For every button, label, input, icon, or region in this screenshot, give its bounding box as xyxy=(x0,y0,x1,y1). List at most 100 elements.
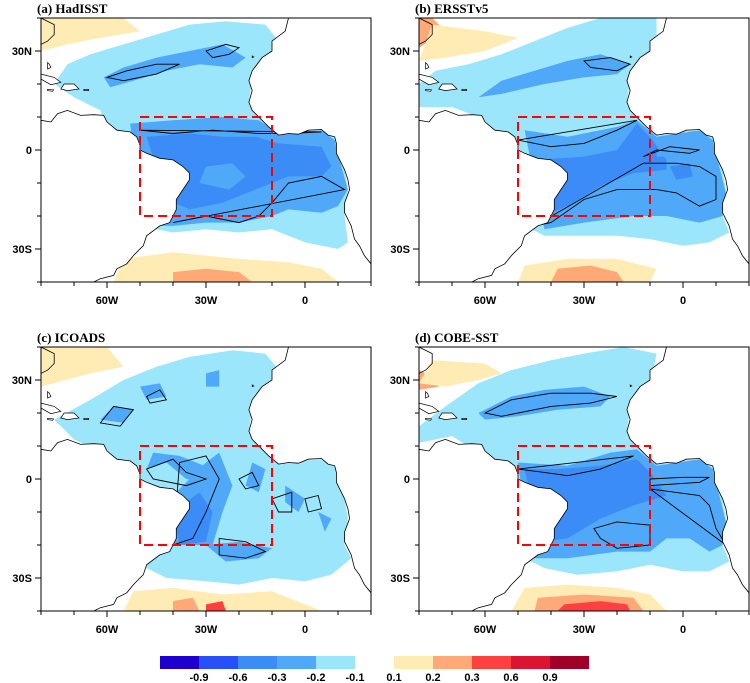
x-tick-label: 30W xyxy=(573,624,596,636)
anomaly-region xyxy=(669,163,693,180)
colorbar-box xyxy=(511,656,550,669)
island xyxy=(83,417,90,420)
panel-b: (b) ERSSTv5 60W 30W 0 30N 0 30S xyxy=(390,1,750,307)
x-tick-label: 0 xyxy=(302,295,308,307)
island xyxy=(461,88,468,91)
colorbar-box xyxy=(433,656,472,669)
contour-line xyxy=(304,494,323,513)
island xyxy=(251,55,255,59)
land-south-america xyxy=(41,438,190,611)
colorbar-box xyxy=(238,656,277,669)
land-africa xyxy=(626,18,749,265)
anomaly-region xyxy=(245,462,266,493)
island xyxy=(60,83,80,91)
anomaly-region xyxy=(199,163,246,190)
coast-north-america xyxy=(419,347,433,374)
contour-line xyxy=(105,63,180,82)
land-south-america xyxy=(419,109,568,282)
panel-c: (c) ICOADS 60W 30W 0 30N 0 30S xyxy=(12,330,372,636)
contour-line xyxy=(218,537,267,559)
island xyxy=(47,390,52,399)
land-africa xyxy=(248,18,371,265)
contour-line xyxy=(483,392,618,417)
colorbar-label: -0.3 xyxy=(268,672,287,683)
y-tick-label: 30N xyxy=(12,46,32,58)
y-tick-label: 30N xyxy=(390,375,410,387)
x-tick-label: 60W xyxy=(474,624,497,636)
island xyxy=(425,61,430,70)
panel-title: (d) COBE-SST xyxy=(415,330,499,345)
colorbar-box xyxy=(160,656,199,669)
island xyxy=(47,88,55,92)
island xyxy=(425,417,433,421)
island xyxy=(438,412,458,420)
colorbar-box xyxy=(355,656,394,669)
y-tick-label: 0 xyxy=(404,474,410,486)
anomaly-region xyxy=(100,406,134,423)
anomaly-region xyxy=(41,347,124,387)
panel-title: (a) HadISST xyxy=(37,1,108,16)
anomaly-region xyxy=(285,485,305,512)
island xyxy=(419,402,440,415)
contour-line xyxy=(99,405,135,427)
colorbar-box xyxy=(277,656,316,669)
anomaly-region xyxy=(534,123,667,213)
panel-a: (a) HadISST 60W 30W 0 30N 0 30S xyxy=(12,1,372,307)
island xyxy=(60,412,80,420)
colorbar-box xyxy=(472,656,511,669)
colorbar-label: -0.6 xyxy=(229,672,248,683)
anomaly-region xyxy=(206,601,226,611)
x-tick-label: 60W xyxy=(96,624,119,636)
region-box xyxy=(517,116,651,217)
anomaly-region xyxy=(173,597,200,611)
anomaly-region xyxy=(557,601,631,611)
colorbar-label: 0.3 xyxy=(464,672,479,683)
anomaly-region xyxy=(419,360,502,387)
colorbar: -0.9 -0.6 -0.3 -0.2 -0.1 0.1 0.2 0.3 0.6 0.9 xyxy=(160,656,589,683)
anomaly-region xyxy=(173,268,253,282)
colorbar-label: -0.2 xyxy=(307,672,326,683)
island xyxy=(419,73,440,86)
contour-line xyxy=(271,491,293,513)
colorbar-label: 0.2 xyxy=(425,672,440,683)
island xyxy=(425,390,430,399)
anomaly-region xyxy=(113,252,338,282)
panel-title: (b) ERSSTv5 xyxy=(415,1,489,16)
map-area xyxy=(41,347,371,611)
x-tick-label: 60W xyxy=(96,295,119,307)
contour-line xyxy=(139,129,322,134)
land-south-america xyxy=(41,109,190,282)
map-area xyxy=(419,18,749,282)
island xyxy=(41,73,62,86)
contour-line xyxy=(145,389,168,404)
coast-north-america xyxy=(41,18,55,45)
colorbar-label: -0.1 xyxy=(346,672,365,683)
x-tick-label: 30W xyxy=(195,295,218,307)
contour-line xyxy=(643,146,700,158)
colorbar-box xyxy=(316,656,355,669)
x-tick-label: 60W xyxy=(474,295,497,307)
land-africa xyxy=(626,347,749,594)
map-area xyxy=(419,347,749,611)
anomaly-region xyxy=(206,370,220,387)
x-tick-label: 30W xyxy=(195,624,218,636)
y-tick-label: 0 xyxy=(26,145,32,157)
anomaly-region xyxy=(41,18,140,51)
anomaly-region xyxy=(419,24,518,61)
y-tick-label: 30S xyxy=(12,573,32,585)
anomaly-region xyxy=(478,54,631,98)
contour-line xyxy=(238,471,260,490)
anomaly-region xyxy=(551,265,624,282)
coast-north-america xyxy=(41,347,55,374)
anomaly-region xyxy=(318,512,332,532)
x-tick-label: 0 xyxy=(680,295,686,307)
anomaly-region xyxy=(140,383,167,400)
island xyxy=(629,384,633,388)
coast-north-america xyxy=(419,18,433,45)
y-tick-label: 30N xyxy=(390,46,410,58)
contour-line xyxy=(649,488,727,546)
colorbar-label: 0.6 xyxy=(503,672,518,683)
y-tick-label: 0 xyxy=(26,474,32,486)
land-africa xyxy=(248,347,371,594)
